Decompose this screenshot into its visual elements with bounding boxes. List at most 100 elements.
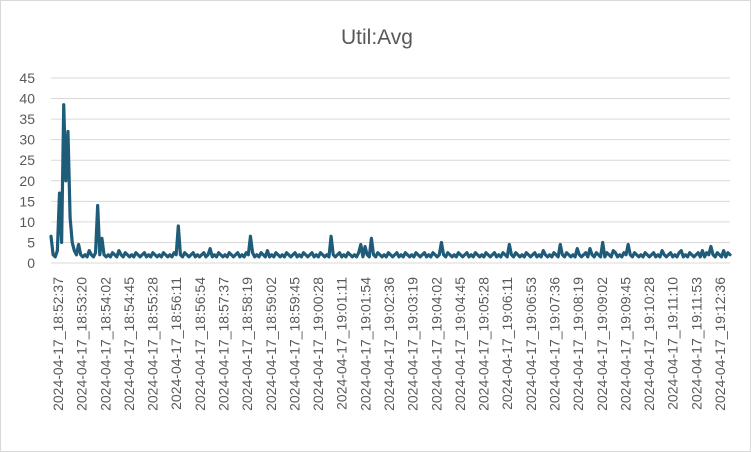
data-point	[275, 252, 277, 254]
data-point	[181, 256, 184, 258]
y-tick-label: 15	[19, 193, 35, 209]
data-point	[466, 252, 468, 254]
data-point	[105, 256, 107, 258]
data-point	[674, 254, 676, 256]
data-point	[576, 248, 578, 250]
data-point	[179, 254, 182, 256]
data-point	[258, 256, 260, 258]
data-point	[464, 254, 466, 256]
data-point	[156, 256, 158, 258]
data-point	[209, 248, 211, 250]
data-point	[167, 256, 169, 258]
data-point	[661, 250, 663, 252]
data-point	[512, 256, 515, 258]
x-tick-label: 2024-04-17_19:01:54	[357, 277, 373, 411]
data-point	[150, 256, 152, 258]
data-point	[169, 254, 171, 256]
data-point	[430, 256, 432, 258]
data-point	[657, 254, 659, 256]
data-point	[616, 256, 619, 258]
data-point	[604, 256, 606, 258]
data-point	[714, 256, 716, 258]
data-point	[392, 256, 394, 258]
data-point	[107, 254, 109, 256]
x-tick-label: 2024-04-17_19:08:19	[570, 277, 586, 411]
data-point	[559, 243, 561, 246]
data-point	[500, 256, 502, 258]
data-point	[368, 256, 370, 258]
data-point	[90, 254, 92, 256]
data-point	[684, 254, 687, 256]
data-point	[345, 256, 347, 258]
data-point	[400, 254, 402, 256]
data-point	[474, 252, 476, 254]
data-point	[447, 252, 449, 254]
data-point	[385, 256, 387, 258]
data-point	[633, 252, 636, 254]
data-point	[324, 256, 326, 258]
data-point	[362, 256, 364, 258]
data-point	[65, 180, 67, 182]
data-point	[631, 256, 633, 258]
data-point	[349, 254, 351, 256]
data-point	[510, 254, 513, 256]
data-point	[676, 256, 678, 258]
data-point	[457, 252, 459, 254]
data-point	[523, 256, 525, 258]
data-point	[716, 252, 718, 254]
data-point	[667, 254, 670, 256]
data-point	[729, 254, 731, 256]
x-tick-label: 2024-04-17_19:03:19	[405, 277, 421, 411]
x-tick-label: 2024-04-17_19:05:28	[476, 277, 492, 411]
data-point	[241, 254, 243, 256]
data-point	[445, 256, 447, 258]
data-point	[260, 252, 262, 254]
data-point	[546, 256, 549, 258]
data-point	[434, 254, 436, 256]
data-point	[364, 245, 366, 248]
data-point	[396, 252, 398, 254]
data-point	[653, 252, 655, 254]
data-point	[591, 254, 593, 256]
data-point	[158, 254, 160, 256]
data-point	[50, 235, 52, 237]
data-point	[538, 254, 540, 256]
x-tick-label: 2024-04-17_19:04:02	[428, 277, 444, 411]
data-point	[207, 254, 209, 256]
data-point	[148, 254, 150, 256]
data-point	[111, 252, 114, 254]
data-point	[67, 130, 69, 133]
data-point	[723, 250, 725, 252]
x-tick-label: 2024-04-17_18:59:45	[286, 277, 302, 411]
data-point	[135, 252, 137, 254]
data-point	[245, 252, 247, 254]
data-point	[160, 256, 162, 258]
data-point	[173, 252, 175, 254]
data-point	[502, 252, 504, 254]
y-tick-label: 0	[27, 255, 35, 271]
data-point	[686, 256, 689, 258]
data-point	[292, 254, 294, 256]
data-point	[124, 252, 126, 254]
y-tick-label: 40	[19, 91, 35, 107]
data-point	[224, 254, 226, 256]
data-point	[63, 104, 65, 106]
data-point	[515, 252, 517, 254]
data-point	[491, 254, 493, 256]
data-point	[640, 254, 642, 256]
data-point	[218, 252, 220, 254]
data-point	[116, 256, 118, 258]
data-point	[194, 256, 196, 258]
data-point	[80, 254, 82, 256]
data-point	[525, 252, 527, 254]
y-tick-labels: 0 5 10 15 20 25 30 35 40 45	[19, 70, 35, 271]
data-point	[481, 254, 483, 256]
x-tick-label: 2024-04-17_18:52:37	[50, 277, 66, 411]
data-point	[164, 254, 167, 256]
data-point	[532, 254, 534, 256]
data-point	[453, 254, 455, 256]
data-point	[330, 235, 332, 237]
data-point	[561, 254, 563, 256]
data-point	[655, 256, 657, 258]
data-point	[455, 256, 457, 258]
